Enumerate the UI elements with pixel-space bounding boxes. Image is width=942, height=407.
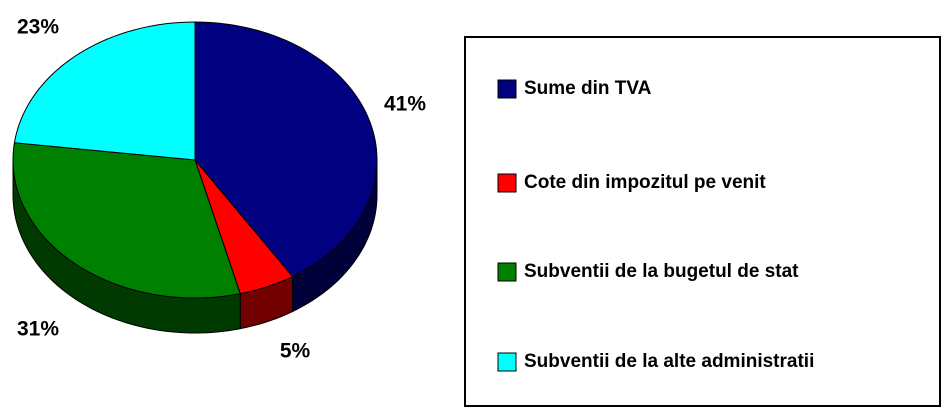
legend-label: Sume din TVA (524, 78, 652, 99)
pie-slice (13, 21, 196, 161)
legend-swatch (497, 352, 517, 372)
pie-slice (194, 159, 294, 295)
data-label: 23% (17, 16, 59, 39)
data-label: 41% (384, 93, 426, 116)
legend-label: Cote din impozitul pe venit (524, 172, 766, 193)
legend-swatch (497, 79, 517, 99)
legend-box (464, 36, 941, 407)
legend-swatch (497, 173, 517, 193)
data-label: 5% (280, 340, 311, 363)
pie-slice (194, 21, 378, 278)
data-label: 31% (17, 318, 59, 341)
legend-label: Subventii de la alte administratii (524, 351, 814, 372)
legend-label: Subventii de la bugetul de stat (524, 261, 799, 282)
legend-swatch (497, 262, 517, 282)
pie-slice (12, 142, 241, 299)
